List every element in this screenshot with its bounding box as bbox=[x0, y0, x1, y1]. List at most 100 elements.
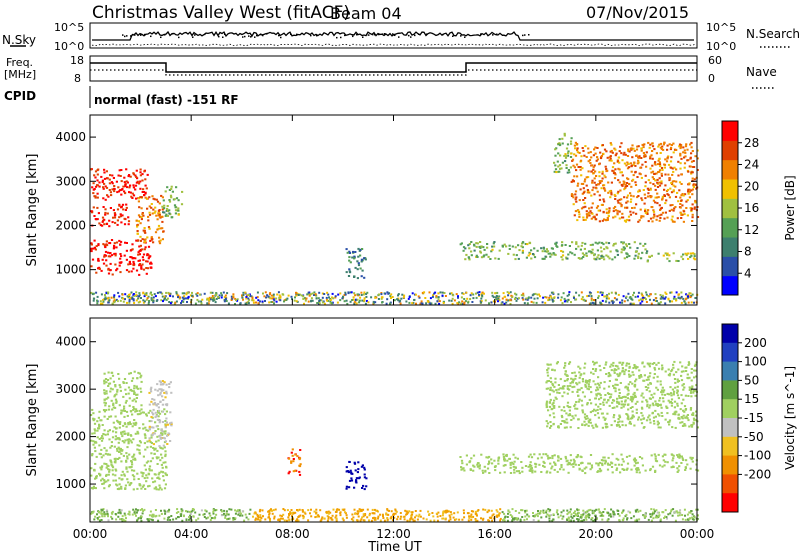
velocity-cell bbox=[584, 472, 587, 475]
velocity-cell bbox=[298, 458, 301, 461]
power-cell bbox=[659, 217, 662, 219]
velocity-cell bbox=[573, 405, 576, 408]
power-cell bbox=[653, 173, 656, 175]
velocity-cell bbox=[676, 467, 679, 470]
velocity-cell bbox=[549, 389, 552, 391]
power-ground-cell bbox=[139, 300, 142, 303]
velocity-cell bbox=[682, 409, 685, 412]
velocity-ground-cell bbox=[243, 519, 246, 522]
power-ground-cell bbox=[601, 294, 604, 296]
velocity-cell bbox=[128, 466, 131, 469]
power-cell bbox=[660, 174, 663, 177]
velocity-ground-cell bbox=[427, 510, 430, 513]
velocity-cell bbox=[566, 392, 569, 395]
power-cell bbox=[120, 169, 123, 171]
velocity-cell bbox=[147, 460, 150, 463]
power-cell bbox=[624, 153, 627, 156]
velocity-cell bbox=[512, 453, 515, 456]
power-cell bbox=[146, 254, 149, 257]
power-cell bbox=[138, 263, 141, 265]
power-cell bbox=[566, 257, 569, 260]
velocity-cell bbox=[613, 369, 616, 372]
velocity-cell bbox=[577, 427, 580, 429]
velocity-cell bbox=[543, 465, 546, 468]
power-cell bbox=[609, 157, 612, 160]
velocity-cell bbox=[118, 456, 121, 459]
velocity-cell bbox=[662, 397, 665, 400]
velocity-cell bbox=[627, 370, 630, 373]
velocity-ground-cell bbox=[386, 508, 389, 511]
power-cell bbox=[603, 248, 606, 251]
velocity-ground-cell bbox=[292, 518, 295, 521]
power-cell bbox=[689, 165, 692, 168]
power-ground-cell bbox=[315, 297, 318, 300]
velocity-ground-cell bbox=[514, 517, 517, 520]
velocity-cell bbox=[164, 472, 167, 475]
power-cell bbox=[497, 257, 500, 260]
power-ground-cell bbox=[152, 300, 155, 302]
power-ground-cell bbox=[198, 293, 201, 296]
power-ground-cell bbox=[693, 301, 695, 304]
power-ground-cell bbox=[405, 300, 408, 303]
velocity-ground-cell bbox=[519, 519, 522, 522]
velocity-ground-cell bbox=[448, 514, 451, 517]
power-ground-cell bbox=[354, 294, 357, 297]
velocity-cell bbox=[103, 415, 106, 418]
power-ground-cell bbox=[295, 300, 298, 303]
power-cell bbox=[651, 164, 654, 167]
power-ground-cell bbox=[174, 301, 177, 304]
velocity-cell bbox=[657, 426, 660, 429]
velocity-cell bbox=[547, 456, 550, 459]
power-ground-cell bbox=[100, 293, 103, 296]
velocity-cell bbox=[566, 401, 570, 404]
power-ground-cell bbox=[232, 293, 235, 296]
velocity-cell bbox=[123, 441, 126, 444]
power-cell bbox=[673, 207, 676, 210]
power-ground-cell bbox=[536, 293, 539, 296]
power-cell bbox=[514, 258, 517, 261]
velocity-cell bbox=[118, 426, 121, 429]
velocity-ground-cell bbox=[213, 517, 216, 520]
velocity-ground-cell bbox=[208, 512, 211, 515]
velocity-ground-cell bbox=[474, 519, 477, 522]
velocity-ground-cell bbox=[625, 513, 628, 516]
velocity-cell bbox=[594, 414, 597, 417]
velocity-cell bbox=[548, 401, 552, 404]
power-cell bbox=[633, 149, 636, 152]
velocity-cell bbox=[106, 453, 109, 456]
power-cell bbox=[629, 246, 632, 249]
velocity-cell bbox=[545, 403, 548, 406]
power-ground-cell bbox=[147, 302, 150, 305]
velocity-cell bbox=[571, 372, 574, 374]
velocity-cell bbox=[621, 367, 624, 370]
power-cell bbox=[113, 252, 116, 255]
power-cell bbox=[103, 244, 106, 247]
velocity-cell bbox=[125, 452, 128, 455]
velocity-cell bbox=[693, 364, 697, 367]
velocity-ground-cell bbox=[525, 509, 528, 512]
power-cell bbox=[670, 191, 674, 194]
velocity-ground-cell bbox=[474, 510, 477, 513]
power-ground-cell bbox=[507, 299, 510, 302]
power-cell bbox=[663, 217, 666, 220]
power-ground-cell bbox=[211, 291, 214, 294]
power-cell bbox=[580, 174, 583, 177]
power-cell bbox=[576, 151, 579, 154]
velocity-cell bbox=[465, 454, 468, 457]
power-cell bbox=[139, 171, 142, 174]
velocity-ground-cell bbox=[678, 514, 681, 517]
velocity-cell bbox=[144, 436, 147, 439]
power-cell bbox=[161, 208, 164, 211]
power-ground-cell bbox=[102, 298, 105, 301]
power-cell bbox=[533, 256, 537, 259]
power-cell bbox=[673, 180, 676, 183]
velocity-cell bbox=[93, 432, 96, 435]
power-cell bbox=[352, 250, 355, 253]
velocity-cell bbox=[625, 455, 629, 458]
power-ground-cell bbox=[132, 298, 135, 301]
velocity-cell bbox=[521, 466, 524, 469]
velocity-cell bbox=[633, 424, 636, 427]
power-ground-cell bbox=[536, 297, 539, 300]
velocity-cell bbox=[124, 432, 127, 435]
power-colorbar-label: Power [dB] bbox=[783, 175, 797, 240]
